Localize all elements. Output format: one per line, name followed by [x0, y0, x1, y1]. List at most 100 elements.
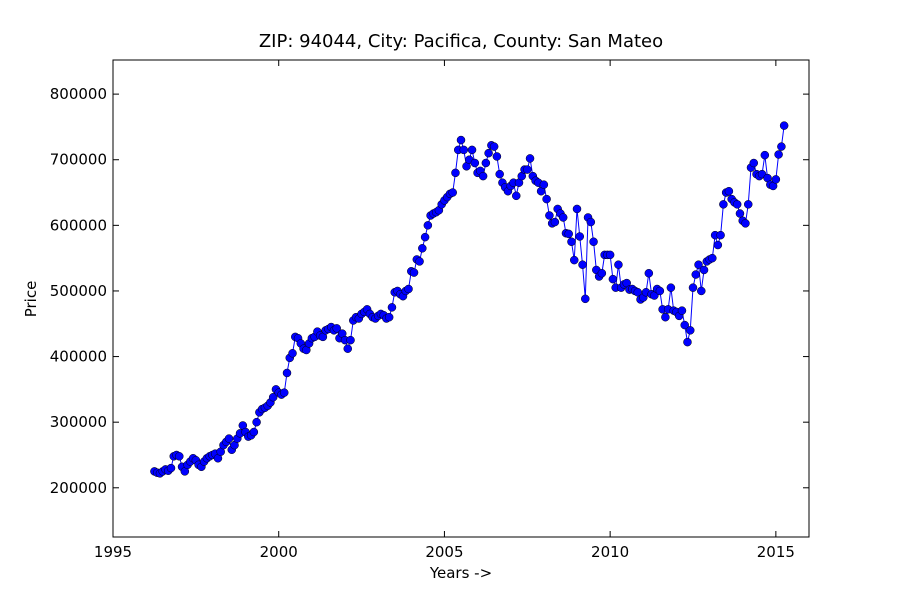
- data-point: [550, 217, 560, 227]
- data-point: [478, 171, 488, 181]
- data-point: [523, 165, 532, 174]
- data-point: [387, 303, 397, 312]
- data-point: [415, 257, 424, 266]
- data-point: [697, 286, 706, 296]
- data-point: [694, 260, 703, 269]
- data-point: [741, 219, 750, 228]
- x-tick-label: 2015: [757, 543, 795, 561]
- data-point: [581, 294, 590, 304]
- data-point: [448, 188, 457, 197]
- y-tick-label: 700000: [50, 151, 107, 169]
- data-point: [495, 169, 504, 179]
- data-point: [343, 344, 353, 353]
- data-point: [688, 283, 698, 292]
- data-point: [572, 204, 582, 214]
- data-point: [605, 250, 615, 260]
- data-point: [578, 260, 587, 269]
- data-point: [719, 200, 728, 209]
- data-point: [423, 221, 433, 230]
- data-point: [470, 158, 480, 168]
- data-point: [384, 312, 394, 322]
- data-point: [409, 268, 419, 277]
- data-point: [404, 284, 413, 294]
- data-point: [633, 288, 643, 297]
- y-tick-label: 800000: [50, 85, 107, 103]
- data-point: [451, 168, 460, 178]
- data-point: [249, 427, 259, 437]
- y-tick-label: 600000: [50, 216, 107, 234]
- chart-title: ZIP: 94044, City: Pacifica, County: San …: [259, 31, 663, 52]
- x-tick-label: 1995: [94, 543, 132, 561]
- data-point: [511, 191, 521, 201]
- data-point: [685, 326, 695, 335]
- y-axis-label: Price: [22, 281, 40, 318]
- data-point: [614, 260, 623, 269]
- data-point: [252, 417, 261, 427]
- data-point: [459, 145, 469, 155]
- data-point: [691, 270, 701, 279]
- x-tick-label: 2005: [425, 543, 463, 561]
- data-point: [175, 452, 184, 461]
- plot-frame: [112, 59, 810, 538]
- data-point: [539, 180, 549, 189]
- data-point: [288, 349, 297, 358]
- data-point: [699, 265, 709, 275]
- data-point: [608, 274, 618, 284]
- data-point: [708, 253, 717, 263]
- data-point: [777, 142, 786, 151]
- data-point: [489, 142, 499, 151]
- data-point: [774, 150, 783, 159]
- data-point: [575, 232, 585, 241]
- data-point: [268, 392, 278, 402]
- data-point: [564, 229, 573, 239]
- data-point: [467, 145, 477, 155]
- data-point: [332, 324, 341, 333]
- data-point: [716, 230, 725, 240]
- data-point: [589, 237, 598, 246]
- data-point: [481, 158, 491, 168]
- data-point: [724, 186, 734, 196]
- data-point: [558, 213, 568, 222]
- data-point: [279, 388, 289, 397]
- data-point: [677, 306, 687, 315]
- data-point: [735, 209, 745, 218]
- data-point: [545, 211, 554, 220]
- data-point: [760, 150, 770, 160]
- y-tick-label: 500000: [50, 282, 107, 300]
- data-point: [586, 217, 596, 227]
- data-point: [779, 121, 789, 130]
- data-point: [569, 255, 579, 265]
- data-point: [743, 200, 753, 209]
- data-point: [484, 148, 493, 158]
- data-point: [597, 268, 607, 278]
- data-point: [542, 194, 551, 204]
- data-point: [525, 154, 535, 163]
- y-tick-label: 400000: [50, 348, 107, 366]
- data-point: [749, 158, 759, 168]
- data-point: [732, 200, 742, 209]
- data-point: [771, 175, 781, 184]
- data-point: [346, 335, 355, 345]
- data-point: [166, 463, 176, 473]
- data-point: [666, 283, 676, 292]
- data-point: [492, 152, 502, 161]
- data-point: [418, 244, 427, 253]
- data-point: [456, 135, 466, 145]
- x-axis-label: Years ->: [429, 564, 492, 582]
- x-tick-label: 2000: [260, 543, 298, 561]
- data-point: [644, 268, 654, 278]
- data-point: [224, 434, 234, 443]
- data-point: [282, 368, 292, 378]
- y-tick-label: 300000: [50, 413, 107, 431]
- data-point: [683, 337, 692, 347]
- data-point: [420, 232, 430, 242]
- data-point: [567, 237, 576, 246]
- data-point: [713, 240, 723, 250]
- data-point: [661, 312, 670, 322]
- x-tick-label: 2010: [591, 543, 629, 561]
- y-tick-label: 200000: [50, 479, 107, 497]
- data-point: [655, 286, 665, 296]
